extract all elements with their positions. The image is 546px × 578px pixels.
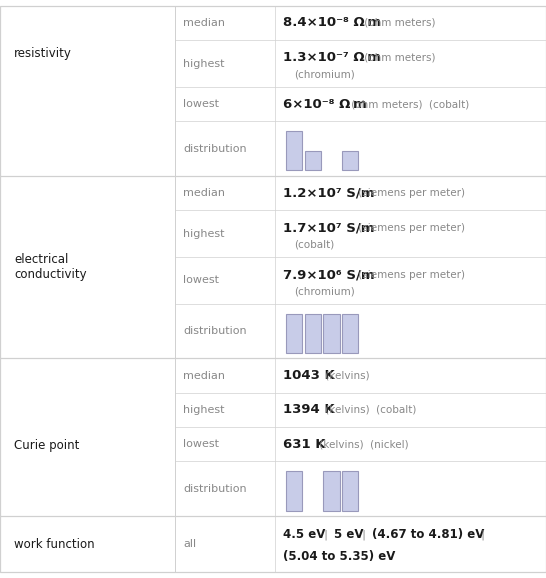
Bar: [305, 151, 321, 171]
Text: (chromium): (chromium): [294, 69, 355, 79]
Text: distribution: distribution: [183, 326, 247, 336]
Bar: [286, 471, 302, 510]
Text: 1394 K: 1394 K: [283, 403, 335, 416]
Text: 6×10⁻⁸ Ω m: 6×10⁻⁸ Ω m: [283, 98, 367, 110]
Text: median: median: [183, 188, 225, 198]
Text: 1043 K: 1043 K: [283, 369, 335, 382]
Text: 7.9×10⁶ S/m: 7.9×10⁶ S/m: [283, 268, 375, 281]
Text: median: median: [183, 370, 225, 380]
Text: (ohm meters): (ohm meters): [361, 18, 436, 28]
Text: (siemens per meter): (siemens per meter): [355, 223, 465, 233]
Text: |: |: [359, 529, 369, 540]
Text: 1.7×10⁷ S/m: 1.7×10⁷ S/m: [283, 221, 375, 235]
Text: lowest: lowest: [183, 439, 219, 449]
Text: (5.04 to 5.35) eV: (5.04 to 5.35) eV: [283, 550, 396, 563]
Bar: [286, 131, 302, 171]
Text: (4.67 to 4.81) eV: (4.67 to 4.81) eV: [372, 528, 485, 541]
Text: |: |: [478, 529, 485, 540]
Text: highest: highest: [183, 405, 225, 415]
Text: highest: highest: [183, 58, 225, 69]
Text: 5 eV: 5 eV: [334, 528, 364, 541]
Text: median: median: [183, 18, 225, 28]
Text: all: all: [183, 539, 197, 549]
Text: (ohm meters): (ohm meters): [361, 53, 436, 63]
Text: lowest: lowest: [183, 99, 219, 109]
Text: electrical
conductivity: electrical conductivity: [14, 253, 87, 281]
Bar: [323, 471, 340, 510]
Text: (ohm meters)  (cobalt): (ohm meters) (cobalt): [348, 99, 470, 109]
Text: work function: work function: [14, 538, 94, 551]
Text: (siemens per meter): (siemens per meter): [355, 188, 465, 198]
Bar: [342, 471, 358, 510]
Text: resistivity: resistivity: [14, 47, 72, 60]
Text: highest: highest: [183, 229, 225, 239]
Text: 4.5 eV: 4.5 eV: [283, 528, 326, 541]
Text: (cobalt): (cobalt): [294, 239, 335, 249]
Text: 1.3×10⁻⁷ Ω m: 1.3×10⁻⁷ Ω m: [283, 51, 381, 64]
Text: 631 K: 631 K: [283, 438, 326, 451]
Text: 8.4×10⁻⁸ Ω m: 8.4×10⁻⁸ Ω m: [283, 16, 382, 29]
Bar: [305, 314, 321, 353]
Text: Curie point: Curie point: [14, 439, 79, 451]
Text: 1.2×10⁷ S/m: 1.2×10⁷ S/m: [283, 187, 375, 199]
Text: lowest: lowest: [183, 276, 219, 286]
Text: |: |: [321, 529, 331, 540]
Text: (kelvins)  (cobalt): (kelvins) (cobalt): [322, 405, 417, 415]
Bar: [342, 151, 358, 171]
Text: (kelvins)  (nickel): (kelvins) (nickel): [316, 439, 408, 449]
Bar: [323, 314, 340, 353]
Text: distribution: distribution: [183, 484, 247, 494]
Text: (kelvins): (kelvins): [322, 370, 370, 380]
Bar: [286, 314, 302, 353]
Text: (siemens per meter): (siemens per meter): [355, 270, 465, 280]
Text: distribution: distribution: [183, 143, 247, 154]
Text: (chromium): (chromium): [294, 286, 355, 296]
Bar: [342, 314, 358, 353]
